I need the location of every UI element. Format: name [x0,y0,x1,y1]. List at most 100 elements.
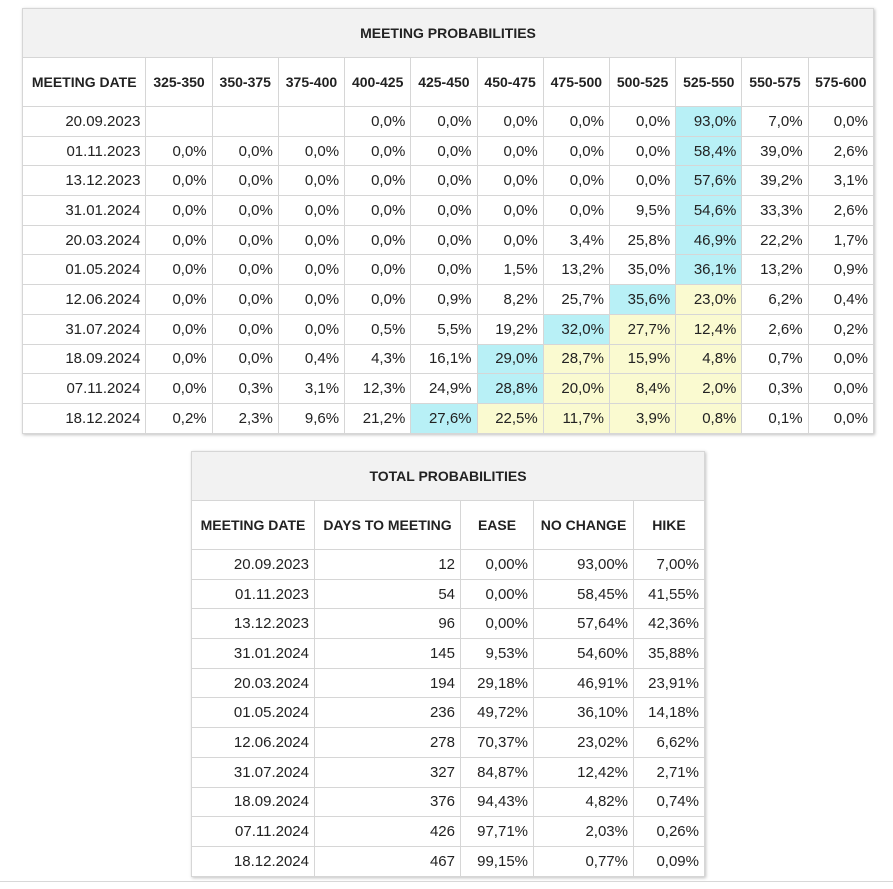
table-row: 31.01.2024 0,0% 0,0% 0,0% 0,0% 0,0% 0,0% 0,0% 9,… [21,195,875,226]
probability-cell: 0,0% [211,313,279,345]
probability-cell: 0,0% [277,165,346,197]
column-header: 525-550 [675,57,743,107]
value-cell: 0,77% [533,845,634,877]
value-cell: 49,72% [460,697,534,729]
value-cell: 29,18% [460,667,534,699]
probability-cell: 0,0% [410,224,478,256]
meeting-date-cell: 13.12.2023 [191,608,315,640]
value-cell: 54,60% [533,638,634,669]
value-cell: 145 [314,638,461,669]
probability-cell: 0,8% [675,402,743,434]
table-row: 31.07.2024 327 84,87% 12,42% 2,71% [191,756,705,788]
value-cell: 97,71% [460,816,534,847]
probability-cell: 7,0% [741,106,809,137]
probability-cell: 0,0% [211,343,279,375]
table-row: 31.07.2024 0,0% 0,0% 0,0% 0,5% 5,5% 19,2% 32,0%… [21,313,875,345]
column-header: HIKE [633,500,705,550]
value-cell: 0,09% [633,845,705,877]
probability-cell: 1,7% [807,224,875,256]
meeting-date-cell: 13.12.2023 [21,165,147,197]
value-cell: 0,74% [633,786,705,818]
probability-cell: 0,0% [476,106,544,137]
probability-cell: 0,0% [145,135,213,167]
probability-cell: 28,7% [542,343,610,375]
probability-cell: 22,5% [476,402,544,434]
probability-cell: 24,9% [410,373,478,404]
column-header: 575-600 [807,57,875,107]
meeting-date-cell: 18.12.2024 [21,402,147,434]
value-cell: 94,43% [460,786,534,818]
probability-cell: 0,0% [608,165,677,197]
value-cell: 36,10% [533,697,634,729]
probability-cell: 4,8% [675,343,743,375]
probability-cell: 36,1% [675,254,743,286]
probability-cell: 22,2% [741,224,809,256]
probability-cell: 20,0% [542,373,610,404]
value-cell: 9,53% [460,638,534,669]
probability-cell: 0,0% [145,254,213,286]
value-cell: 327 [314,756,461,788]
probability-cell: 0,0% [344,106,412,137]
probability-cell: 0,0% [410,195,478,226]
meeting-date-cell: 01.11.2023 [191,578,315,610]
value-cell: 42,36% [633,608,705,640]
probability-cell: 0,0% [608,135,677,167]
meeting-date-cell: 07.11.2024 [191,816,315,847]
probability-cell: 13,2% [542,254,610,286]
column-header: NO CHANGE [533,500,634,550]
probability-cell: 0,0% [344,195,412,226]
column-header: 550-575 [741,57,809,107]
probability-cell: 11,7% [542,402,610,434]
table-row: 12.06.2024 278 70,37% 23,02% 6,62% [191,727,705,758]
probability-cell: 0,2% [145,402,213,434]
probability-cell: 0,0% [145,343,213,375]
probability-cell: 0,0% [145,284,213,315]
meeting-date-cell: 31.07.2024 [21,313,147,345]
table-row: 13.12.2023 96 0,00% 57,64% 42,36% [191,608,705,640]
value-cell: 6,62% [633,727,705,758]
probability-cell: 0,0% [277,195,346,226]
value-cell: 0,26% [633,816,705,847]
probability-cell: 16,1% [410,343,478,375]
probability-cell [145,106,213,137]
value-cell: 2,71% [633,756,705,788]
probability-cell: 0,0% [277,135,346,167]
probability-cell: 12,4% [675,313,743,345]
value-cell: 23,02% [533,727,634,758]
probability-cell: 39,0% [741,135,809,167]
value-cell: 236 [314,697,461,729]
table-row: 01.11.2023 0,0% 0,0% 0,0% 0,0% 0,0% 0,0% 0,0% 0,… [21,135,875,167]
probability-cell: 0,2% [807,313,875,345]
probability-cell: 46,9% [675,224,743,256]
table-row: 20.03.2024 0,0% 0,0% 0,0% 0,0% 0,0% 0,0% 3,4% 25… [21,224,875,256]
probability-cell: 0,0% [277,313,346,345]
probability-cell: 9,5% [608,195,677,226]
probability-cell: 27,7% [608,313,677,345]
probability-cell: 58,4% [675,135,743,167]
probability-cell: 0,0% [145,224,213,256]
total-probabilities-title: TOTAL PROBABILITIES [191,451,705,501]
probability-cell: 93,0% [675,106,743,137]
meeting-date-cell: 20.03.2024 [191,667,315,699]
value-cell: 0,00% [460,578,534,610]
value-cell: 12,42% [533,756,634,788]
value-cell: 2,03% [533,816,634,847]
probability-cell: 0,4% [807,284,875,315]
probability-cell: 0,0% [608,106,677,137]
value-cell: 194 [314,667,461,699]
probability-cell: 29,0% [476,343,544,375]
column-header: 475-500 [542,57,610,107]
probability-cell: 27,6% [410,402,478,434]
probability-cell: 0,0% [211,284,279,315]
value-cell: 84,87% [460,756,534,788]
probability-cell: 0,0% [344,254,412,286]
table-row: 20.03.2024 194 29,18% 46,91% 23,91% [191,667,705,699]
value-cell: 93,00% [533,549,634,580]
column-header: MEETING DATE [191,500,315,550]
page-divider [0,881,893,882]
column-header: EASE [460,500,534,550]
probability-cell: 3,1% [277,373,346,404]
total-probabilities-table: TOTAL PROBABILITIES MEETING DATE DAYS TO … [191,451,705,877]
probability-cell: 0,0% [476,224,544,256]
probability-cell: 0,0% [410,165,478,197]
